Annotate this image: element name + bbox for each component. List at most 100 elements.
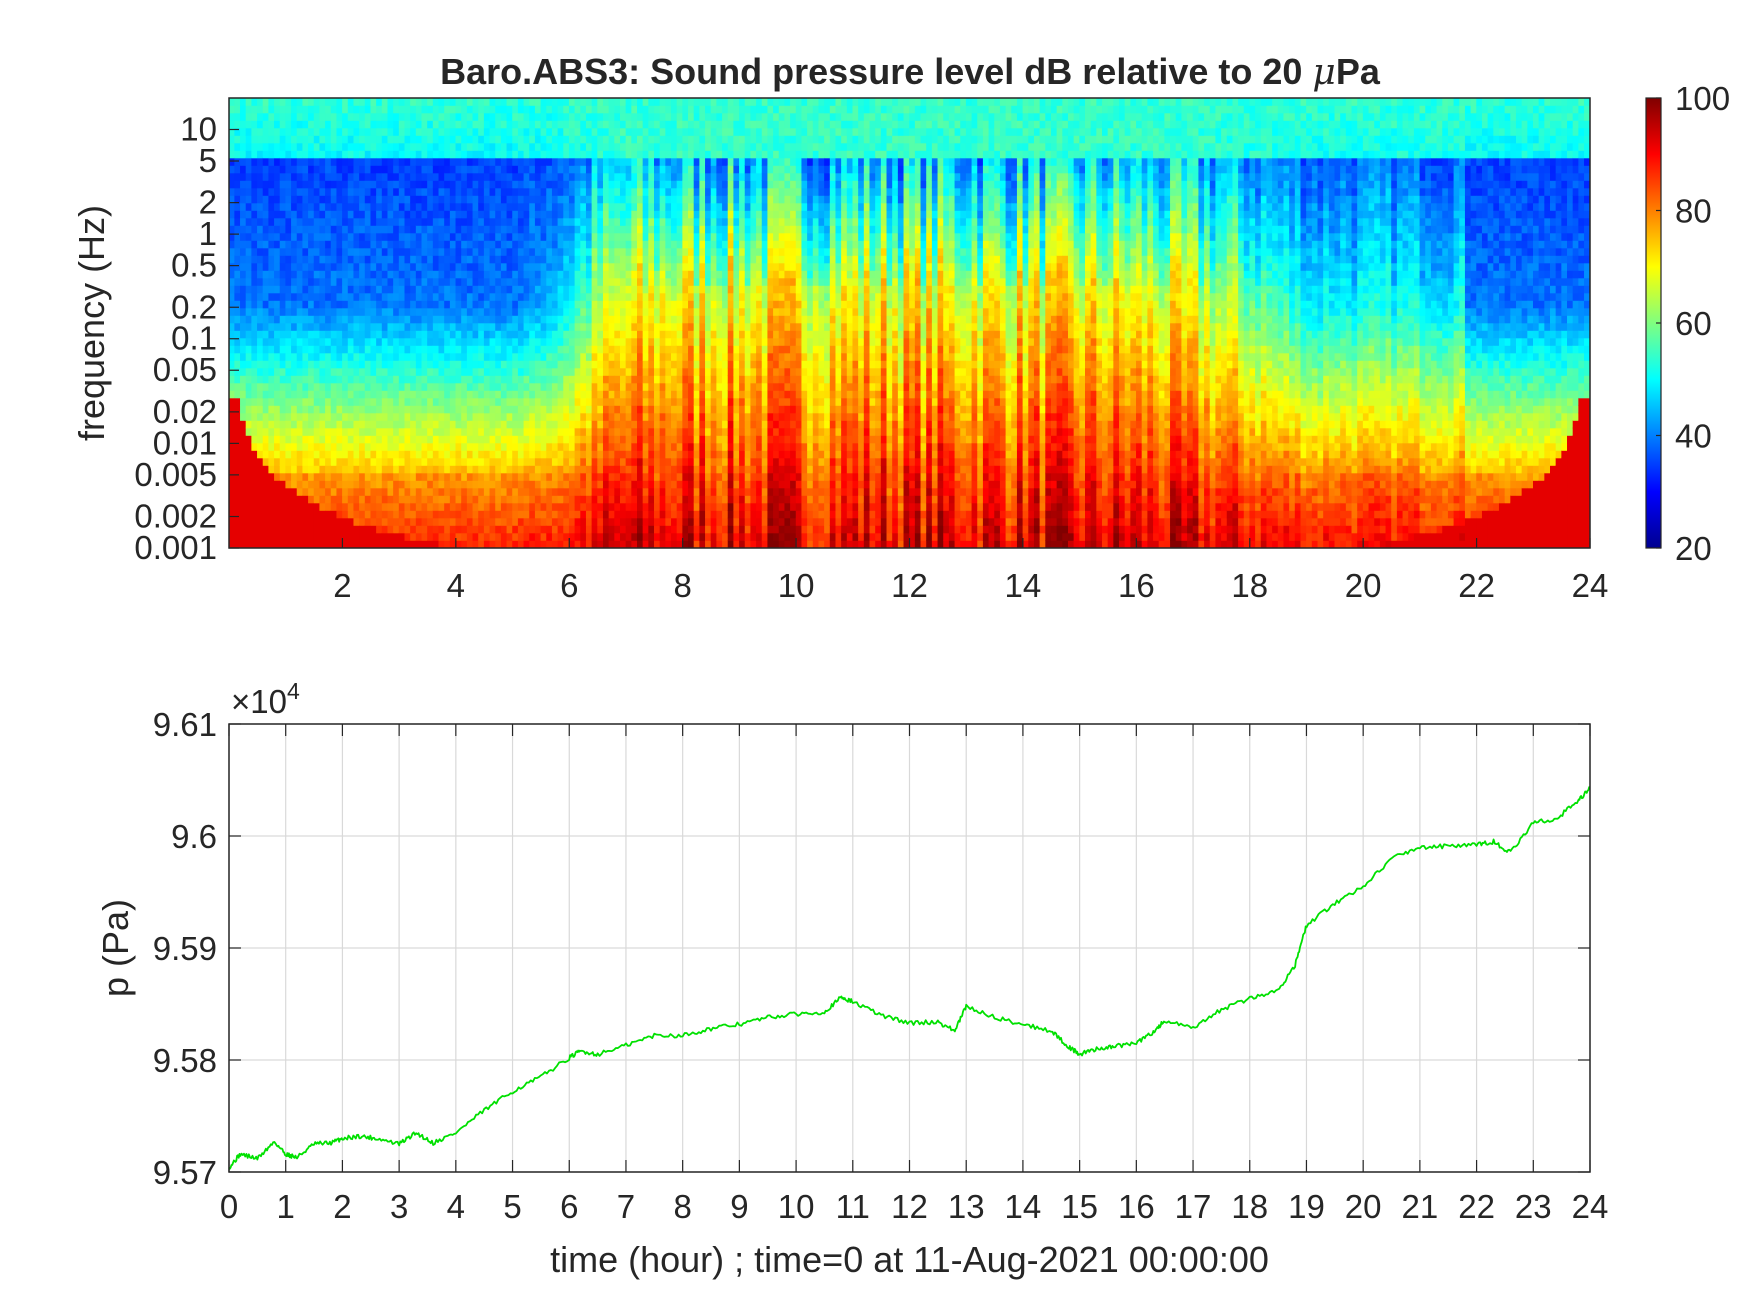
spectrogram-cell — [449, 277, 457, 286]
spectrogram-cell — [330, 525, 338, 534]
spectrogram-cell — [688, 412, 695, 421]
spectrogram-cell — [540, 307, 547, 316]
spectrogram-cell — [557, 465, 564, 474]
spectrogram-cell — [574, 382, 581, 391]
spectrogram-cell — [336, 427, 343, 436]
spectrogram-cell — [381, 532, 389, 541]
spectrogram-cell — [597, 525, 604, 534]
spectrogram-cell — [240, 502, 247, 511]
spectrogram-cell — [648, 450, 655, 459]
spectrogram-cell — [234, 540, 241, 549]
spectrogram-cell — [540, 277, 547, 286]
spectrogram-cell — [274, 412, 281, 421]
spectrogram-cell — [574, 540, 581, 549]
spectrogram-cell — [585, 540, 593, 549]
spectrogram-cell — [336, 217, 343, 226]
spectrogram-cell — [359, 322, 366, 331]
spectrogram-cell — [370, 390, 377, 399]
spectrogram-cell — [500, 442, 508, 451]
spectrogram-cell — [438, 97, 445, 106]
spectrogram-cell — [268, 105, 275, 114]
spectrogram-cell — [234, 187, 241, 196]
spectrogram-cell — [517, 157, 525, 166]
spectrogram-cell — [682, 97, 689, 106]
spectrogram-cell — [398, 232, 406, 241]
spectrogram-cell — [688, 472, 695, 481]
spectrogram-cell — [336, 322, 343, 331]
spectrogram-cell — [642, 255, 649, 264]
spectrogram-cell — [466, 277, 474, 286]
spectrogram-cell — [534, 292, 542, 301]
spectrogram-cell — [410, 450, 417, 459]
spectrogram-cell — [563, 405, 570, 414]
spectrogram-cell — [506, 487, 513, 496]
spectrogram-cell — [688, 442, 695, 451]
spectrogram-cell — [631, 300, 638, 309]
spectrogram-cell — [285, 502, 292, 511]
spectrogram-cell — [546, 285, 553, 294]
spectrogram-cell — [404, 240, 411, 249]
spectrogram-cell — [393, 112, 400, 121]
spectrogram-cell — [274, 427, 281, 436]
spectrogram-cell — [449, 307, 457, 316]
spectrogram-cell — [449, 397, 457, 406]
spectrogram-cell — [693, 240, 700, 249]
spectrogram-cell — [540, 502, 547, 511]
spectrogram-cell — [268, 352, 275, 361]
spectrogram-cell — [619, 307, 627, 316]
spectrogram-cell — [461, 195, 468, 204]
spectrogram-cell — [364, 442, 372, 451]
spectrogram-cell — [347, 270, 355, 279]
spectrogram-cell — [557, 165, 564, 174]
spectrogram-cell — [671, 367, 678, 376]
spectrogram-cell — [325, 217, 332, 226]
spectrogram-cell — [563, 472, 570, 481]
spectrogram-cell — [274, 105, 281, 114]
spectrogram-cell — [444, 322, 451, 331]
spectrogram-cell — [608, 352, 615, 361]
spectrogram-cell — [257, 502, 264, 511]
spectrogram-cell — [438, 382, 445, 391]
spectrogram-cell — [602, 112, 610, 121]
spectrogram-cell — [585, 285, 593, 294]
spectrogram-cell — [336, 307, 343, 316]
spectrogram-cell — [489, 262, 496, 271]
spectrogram-cell — [347, 232, 355, 241]
spectrogram-cell — [461, 345, 468, 354]
spectrogram-cell — [325, 420, 332, 429]
spectrogram-cell — [512, 277, 519, 286]
spectrogram-cell — [381, 277, 389, 286]
spectrogram-cell — [393, 142, 400, 151]
spectrogram-cell — [308, 330, 315, 339]
spectrogram-cell — [557, 517, 564, 526]
spectrogram-cell — [699, 480, 706, 489]
spectrogram-cell — [302, 142, 309, 151]
spectrogram-cell — [370, 465, 377, 474]
spectrogram-cell — [461, 465, 468, 474]
spectrogram-cell — [381, 367, 389, 376]
spectrogram-cell — [637, 300, 644, 309]
spectrogram-cell — [313, 142, 321, 151]
spectrogram-cell — [625, 457, 632, 466]
spectrogram-cell — [432, 502, 440, 511]
spectrogram-cell — [449, 427, 457, 436]
spectrogram-cell — [642, 180, 649, 189]
spectrogram-cell — [654, 232, 661, 241]
spectrogram-cell — [302, 540, 309, 549]
spectrogram-cell — [688, 315, 695, 324]
spectrogram-cell — [279, 352, 287, 361]
spectrogram-cell — [438, 390, 445, 399]
spectrogram-cell — [540, 285, 547, 294]
spectrogram-cell — [591, 345, 598, 354]
spectrogram-cell — [228, 240, 235, 249]
spectrogram-cell — [364, 427, 372, 436]
spectrogram-cell — [534, 217, 542, 226]
spectrogram-cell — [671, 277, 678, 286]
spectrogram-cell — [534, 352, 542, 361]
spectrogram-cell — [472, 127, 479, 136]
spectrogram-cell — [659, 127, 666, 136]
spectrogram-cell — [325, 157, 332, 166]
spectrogram-cell — [347, 487, 355, 496]
spectrogram-cell — [449, 487, 457, 496]
spectrogram-cell — [410, 495, 417, 504]
